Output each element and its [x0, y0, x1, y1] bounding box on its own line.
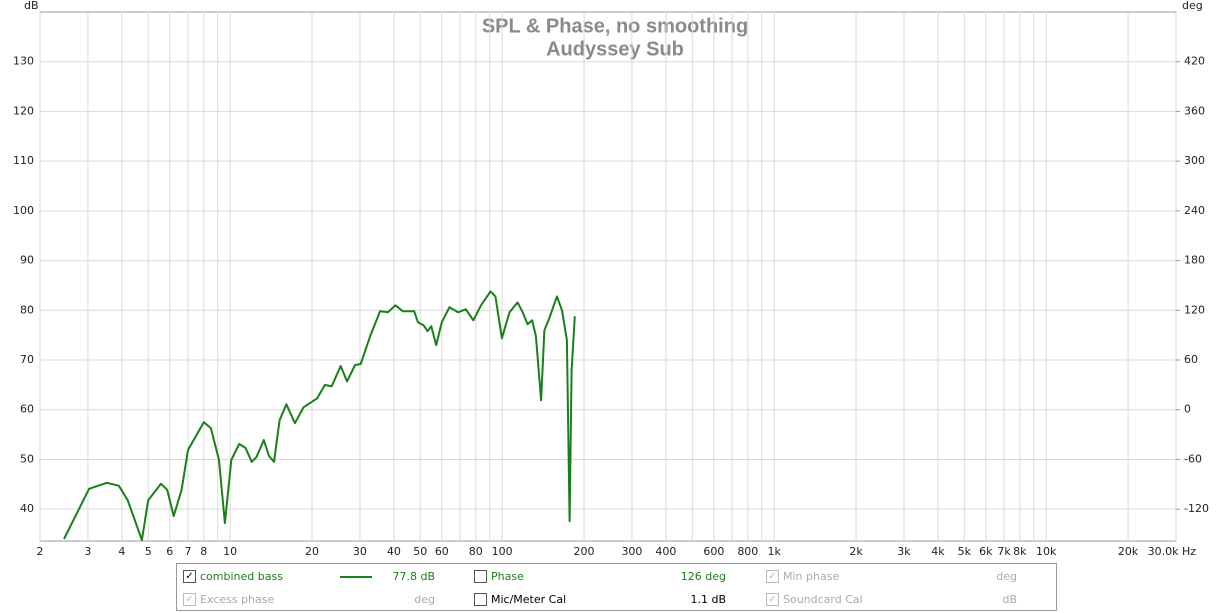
data-line — [63, 290, 576, 541]
x-tick-label: 7 — [184, 545, 191, 558]
x-tick-label: 600 — [703, 545, 724, 558]
y2-tick-label: 360 — [1184, 104, 1205, 117]
legend-label: Phase — [491, 570, 524, 583]
legend-value: 126 deg — [680, 570, 726, 583]
y2-tick-label: 240 — [1184, 204, 1205, 217]
checkbox[interactable]: ✓ — [183, 570, 196, 583]
chart: SPL & Phase, no smoothing Audyssey Sub d… — [13, 0, 1209, 558]
y2-tick-label: 120 — [1184, 303, 1205, 316]
legend-line — [340, 576, 372, 578]
y-tick-label: 120 — [13, 104, 34, 117]
y-tick-label: 110 — [13, 154, 34, 167]
plot-area — [39, 11, 1177, 542]
x-tick-label: 200 — [574, 545, 595, 558]
x-tick-label: 10 — [223, 545, 237, 558]
x-tick-label: 300 — [621, 545, 642, 558]
legend-value: 77.8 dB — [392, 570, 435, 583]
x-tick-label: 20 — [305, 545, 319, 558]
y-tick-label: 90 — [20, 254, 34, 267]
checkbox: ✓ — [766, 593, 779, 606]
legend-label: Min phase — [783, 570, 840, 583]
checkbox: ✓ — [766, 570, 779, 583]
x-tick-label: 30 — [353, 545, 367, 558]
legend-label: Mic/Meter Cal — [491, 593, 567, 606]
legend-value: 1.1 dB — [690, 593, 726, 606]
grid — [39, 12, 1177, 541]
chart-subtitle: Audyssey Sub — [546, 38, 684, 60]
x-tick-label: 8k — [1013, 545, 1027, 558]
y2-tick-label: -120 — [1184, 502, 1209, 515]
legend-label: Excess phase — [200, 593, 275, 606]
y2-tick-label: 60 — [1184, 353, 1198, 366]
checkbox: ✓ — [183, 593, 196, 606]
y-tick-label: 80 — [20, 303, 34, 316]
x-tick-label: 800 — [737, 545, 758, 558]
x-tick-label: 3k — [897, 545, 911, 558]
x-tick-label: 4k — [931, 545, 945, 558]
x-tick-label: 7k — [997, 545, 1011, 558]
y2-tick-label: 0 — [1184, 403, 1191, 416]
y-tick-label: 100 — [13, 204, 34, 217]
legend-value: dB — [1002, 593, 1017, 606]
x-tick-label: 40 — [387, 545, 401, 558]
y-tick-label: 40 — [20, 502, 34, 515]
x-tick-label: 8 — [200, 545, 207, 558]
x-tick-label: 5k — [958, 545, 972, 558]
x-tick-label: 400 — [655, 545, 676, 558]
legend-label: Soundcard Cal — [783, 593, 863, 606]
x-tick-label: 100 — [492, 545, 513, 558]
y2-tick-label: 180 — [1184, 254, 1205, 267]
y2-tick-label: -60 — [1184, 452, 1202, 465]
x-tick-label: 80 — [469, 545, 483, 558]
x-tick-label: 5 — [145, 545, 152, 558]
x-tick-label: 30.0k Hz — [1148, 545, 1197, 558]
legend-value: deg — [996, 570, 1017, 583]
y-axis-label: dB — [24, 0, 39, 12]
x-tick-label: 6 — [166, 545, 173, 558]
x-tick-label: 50 — [413, 545, 427, 558]
y-tick-label: 60 — [20, 403, 34, 416]
y2-axis-label: deg — [1182, 0, 1203, 12]
x-tick-label: 3 — [84, 545, 91, 558]
x-tick-label: 6k — [979, 545, 993, 558]
x-tick-label: 2 — [37, 545, 44, 558]
y-tick-label: 70 — [20, 353, 34, 366]
x-tick-label: 10k — [1036, 545, 1057, 558]
x-tick-label: 4 — [118, 545, 125, 558]
y-tick-label: 50 — [20, 452, 34, 465]
y-tick-label: 130 — [13, 55, 34, 68]
x-tick-label: 1k — [767, 545, 781, 558]
x-tick-label: 20k — [1118, 545, 1139, 558]
checkbox[interactable] — [474, 570, 487, 583]
legend-label: combined bass — [200, 570, 283, 583]
x-tick-label: 60 — [435, 545, 449, 558]
x-tick-label: 2k — [849, 545, 863, 558]
chart-title: SPL & Phase, no smoothing — [482, 15, 748, 37]
y2-tick-label: 300 — [1184, 154, 1205, 167]
legend-panel: ✓ combined bass 77.8 dB Phase 126 deg ✓ Min ph… — [176, 563, 1057, 611]
checkbox[interactable] — [474, 593, 487, 606]
y2-tick-label: 420 — [1184, 55, 1205, 68]
legend-value: deg — [414, 593, 435, 606]
